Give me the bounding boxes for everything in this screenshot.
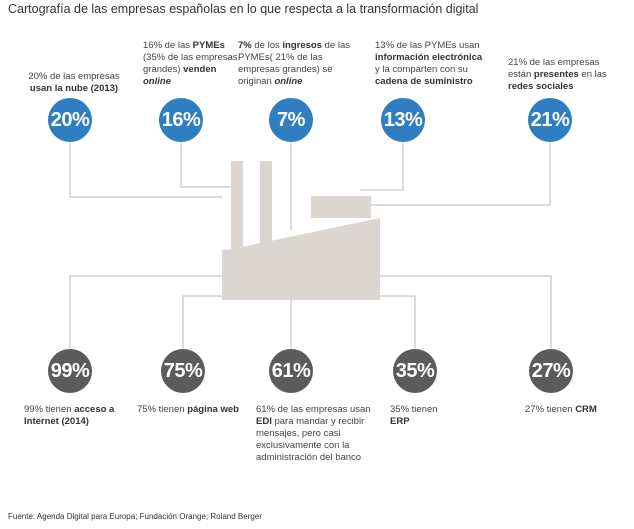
percent-circle-bottom-4: 35% xyxy=(393,349,437,393)
caption-top-2: 16% de las PYMEs (35% de las empresas gr… xyxy=(143,40,238,87)
percent-circle-top-4: 13% xyxy=(381,98,425,142)
connector-line-top-1 xyxy=(69,143,222,198)
caption-bottom-3: 61% de las empresas usan EDI para mandar… xyxy=(256,404,371,463)
caption-bottom-2: 75% tienen página web xyxy=(137,404,239,415)
percent-circle-top-2: 16% xyxy=(159,98,203,142)
percent-circle-top-1: 20% xyxy=(48,98,92,142)
caption-bottom-1: 99% tienen acceso a Internet (2014) xyxy=(24,404,115,427)
percent-circle-bottom-5: 27% xyxy=(529,349,573,393)
factory-roof xyxy=(222,218,380,251)
source-note: Fuente: Agenda Digital para Europa; Fund… xyxy=(8,512,262,521)
chimney-left xyxy=(231,161,243,251)
connector-line-bottom-1 xyxy=(69,275,222,348)
percent-circle-bottom-2: 75% xyxy=(161,349,205,393)
factory-icon xyxy=(222,161,380,300)
percent-circle-bottom-1: 99% xyxy=(48,349,92,393)
percent-circle-top-3: 7% xyxy=(269,98,313,142)
percent-circle-top-5: 21% xyxy=(528,98,572,142)
connector-line-top-4 xyxy=(360,143,404,191)
connector-line-top-5 xyxy=(368,143,551,206)
connector-line-bottom-4 xyxy=(360,295,416,348)
caption-bottom-4: 35% tienen ERP xyxy=(390,404,438,427)
factory-body xyxy=(222,250,380,300)
caption-bottom-5: 27% tienen CRM xyxy=(525,404,597,415)
caption-top-3: 7% de los ingresos de las PYMEs( 21% de … xyxy=(238,40,350,87)
caption-top-1: 20% de las empresas usan la nube (2013) xyxy=(28,71,120,94)
caption-top-5: 21% de las empresas están presentes en l… xyxy=(508,57,607,92)
page-title: Cartografía de las empresas españolas en… xyxy=(8,2,479,16)
connector-line-top-2 xyxy=(180,143,232,188)
factory-annex-top xyxy=(311,196,371,218)
connector-line-bottom-2 xyxy=(182,295,230,348)
caption-top-4: 13% de las PYMEs usan información electr… xyxy=(375,40,483,87)
percent-circle-bottom-3: 61% xyxy=(269,349,313,393)
chimney-right xyxy=(260,161,272,251)
connector-line-bottom-5 xyxy=(380,275,552,348)
